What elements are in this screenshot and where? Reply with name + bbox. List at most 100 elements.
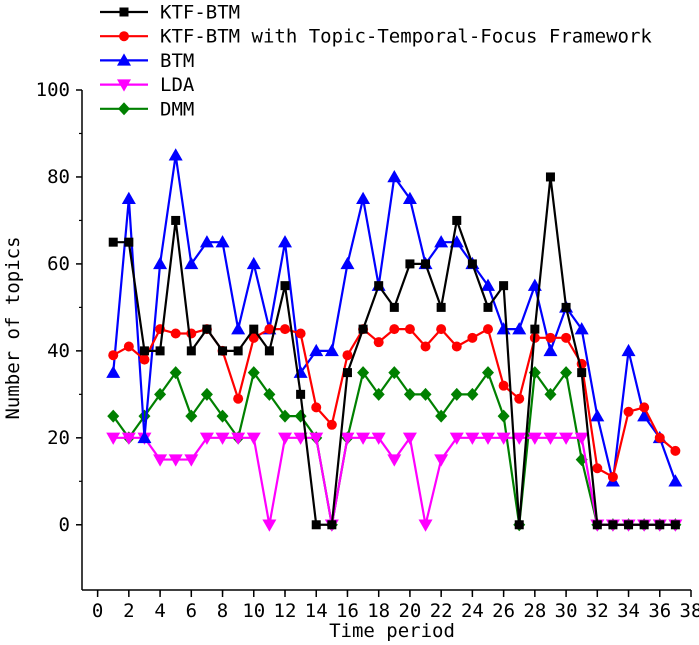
data-point bbox=[467, 259, 477, 269]
data-point bbox=[108, 350, 119, 361]
data-point bbox=[249, 324, 259, 334]
series-2 bbox=[106, 148, 683, 487]
legend-marker bbox=[118, 102, 130, 116]
data-point bbox=[450, 387, 463, 401]
data-point bbox=[184, 454, 199, 467]
legend-label: KTF-BTM with Topic-Temporal-Focus Framew… bbox=[160, 26, 652, 48]
legend-item: KTF-BTM with Topic-Temporal-Focus Framew… bbox=[100, 26, 652, 48]
data-point bbox=[278, 235, 292, 248]
data-point bbox=[514, 520, 524, 530]
data-point bbox=[654, 432, 665, 443]
data-point bbox=[123, 341, 134, 352]
data-point bbox=[498, 380, 509, 391]
data-point bbox=[108, 237, 118, 247]
data-point bbox=[639, 402, 650, 413]
series-line bbox=[113, 436, 676, 526]
y-tick-label: 80 bbox=[47, 166, 70, 188]
x-tick-label: 16 bbox=[336, 600, 359, 622]
data-point bbox=[168, 454, 183, 467]
y-tick-label: 100 bbox=[36, 79, 70, 101]
legend-item: BTM bbox=[100, 50, 194, 72]
data-point bbox=[387, 454, 402, 467]
data-point bbox=[184, 256, 199, 270]
data-point bbox=[607, 471, 618, 482]
data-point bbox=[434, 235, 449, 248]
x-tick-label: 24 bbox=[461, 600, 484, 622]
data-point bbox=[451, 341, 462, 352]
data-point bbox=[624, 520, 634, 530]
data-point bbox=[419, 387, 432, 401]
data-point bbox=[561, 302, 571, 312]
data-point bbox=[402, 432, 417, 445]
data-point bbox=[169, 366, 182, 380]
x-tick-label: 2 bbox=[123, 600, 134, 622]
y-tick-label: 0 bbox=[59, 514, 70, 536]
data-point bbox=[387, 169, 402, 183]
data-point bbox=[262, 519, 277, 532]
data-point bbox=[544, 387, 557, 401]
data-point bbox=[356, 191, 371, 204]
data-point bbox=[356, 432, 371, 445]
data-point bbox=[168, 148, 183, 161]
data-point bbox=[215, 432, 230, 445]
data-point bbox=[405, 259, 415, 269]
data-point bbox=[295, 328, 306, 339]
data-point bbox=[637, 409, 652, 422]
x-tick-label: 0 bbox=[92, 600, 103, 622]
data-point bbox=[545, 332, 556, 343]
data-point bbox=[655, 520, 665, 530]
data-point bbox=[311, 520, 321, 530]
data-point bbox=[171, 215, 181, 225]
x-tick-label: 32 bbox=[586, 600, 609, 622]
data-point bbox=[106, 365, 121, 378]
y-tick-label: 20 bbox=[47, 427, 70, 449]
data-point bbox=[560, 366, 573, 380]
data-point bbox=[247, 366, 260, 380]
data-point bbox=[420, 341, 431, 352]
data-point bbox=[421, 259, 431, 269]
data-point bbox=[388, 366, 401, 380]
x-tick-label: 36 bbox=[648, 600, 671, 622]
data-point bbox=[434, 454, 449, 467]
legend-marker bbox=[117, 53, 131, 66]
data-point bbox=[668, 474, 683, 487]
x-tick-label: 30 bbox=[555, 600, 578, 622]
x-tick-label: 8 bbox=[217, 600, 228, 622]
data-point bbox=[124, 237, 134, 247]
data-point bbox=[372, 387, 385, 401]
legend-label: DMM bbox=[160, 98, 194, 120]
data-point bbox=[561, 332, 572, 343]
data-point bbox=[216, 409, 229, 423]
data-point bbox=[139, 354, 150, 365]
data-point bbox=[121, 191, 136, 204]
data-point bbox=[311, 402, 322, 413]
data-point bbox=[435, 409, 448, 423]
data-point bbox=[121, 432, 136, 445]
data-point bbox=[233, 393, 244, 404]
axes bbox=[81, 90, 691, 591]
data-point bbox=[153, 454, 168, 467]
data-point bbox=[248, 332, 259, 343]
data-point bbox=[527, 432, 542, 445]
x-tick-label: 12 bbox=[274, 600, 297, 622]
y-tick-label: 60 bbox=[47, 253, 70, 275]
data-point bbox=[670, 445, 681, 456]
data-point bbox=[543, 432, 558, 445]
data-point bbox=[574, 322, 589, 335]
legend-item: LDA bbox=[100, 74, 195, 96]
data-point bbox=[389, 302, 399, 312]
legend-marker bbox=[119, 31, 129, 42]
data-point bbox=[153, 256, 168, 270]
legend-marker bbox=[119, 7, 129, 17]
legend-label: KTF-BTM bbox=[160, 2, 240, 24]
data-point bbox=[202, 324, 212, 334]
data-point bbox=[185, 409, 198, 423]
x-tick-label: 38 bbox=[680, 600, 699, 622]
data-point bbox=[231, 322, 246, 335]
data-point bbox=[296, 389, 306, 399]
data-point bbox=[263, 387, 276, 401]
x-tick-label: 4 bbox=[154, 600, 165, 622]
data-point bbox=[577, 368, 587, 378]
data-point bbox=[246, 256, 261, 270]
